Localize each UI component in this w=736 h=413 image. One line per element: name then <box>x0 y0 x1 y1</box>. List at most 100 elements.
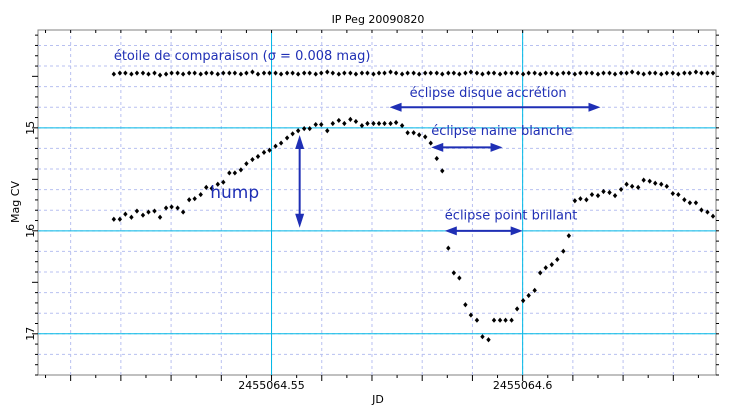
data-point <box>468 69 474 75</box>
data-point <box>313 121 318 128</box>
data-point <box>382 70 387 76</box>
annotations: étoile de comparaison (σ = 0.008 mag) écl… <box>114 49 601 236</box>
data-point <box>538 71 543 77</box>
data-point <box>653 70 658 76</box>
data-point <box>629 69 635 75</box>
data-point <box>215 71 220 77</box>
data-point <box>520 298 526 304</box>
data-point <box>463 70 468 76</box>
data-point <box>186 197 192 203</box>
x-axis-label: JD <box>371 393 384 406</box>
data-point <box>382 120 387 127</box>
data-point <box>244 70 249 76</box>
data-point <box>607 70 612 76</box>
data-point <box>244 161 249 167</box>
data-point <box>635 184 641 190</box>
data-point <box>353 71 359 77</box>
x-tick-label: 2455064.55 <box>238 379 304 392</box>
data-point <box>647 178 652 184</box>
data-point <box>451 70 457 76</box>
annotation-arrowhead <box>389 102 402 112</box>
data-point <box>491 317 497 323</box>
data-point <box>440 168 445 174</box>
data-point <box>180 209 186 215</box>
data-point <box>169 70 174 76</box>
data-point <box>399 71 405 77</box>
data-point <box>578 196 583 202</box>
data-point <box>486 337 491 343</box>
data-point <box>641 71 646 77</box>
plot-area <box>37 29 717 376</box>
annotation-arrowhead <box>510 226 523 236</box>
data-point <box>693 200 699 206</box>
data-point <box>434 155 439 162</box>
data-point <box>659 71 664 77</box>
data-point <box>221 179 226 185</box>
annotation-arrowhead <box>588 102 601 112</box>
data-point <box>653 180 658 186</box>
data-point <box>543 70 548 76</box>
data-point <box>682 70 687 76</box>
data-point <box>348 70 353 76</box>
data-point <box>376 70 382 76</box>
data-point <box>434 70 439 76</box>
data-point <box>659 181 664 187</box>
data-point <box>428 140 433 146</box>
data-point <box>301 70 307 76</box>
data-point <box>157 214 163 220</box>
data-point <box>532 70 537 76</box>
data-point <box>538 270 543 276</box>
data-point <box>416 132 422 138</box>
data-point <box>624 181 629 187</box>
data-point <box>157 72 163 78</box>
data-point <box>532 287 537 293</box>
data-point <box>446 70 451 76</box>
data-point <box>457 71 462 77</box>
data-point <box>411 70 416 76</box>
data-point <box>664 183 669 189</box>
data-point <box>295 128 301 134</box>
data-point <box>699 70 704 76</box>
data-point <box>232 70 238 76</box>
annotation-arrowhead <box>431 142 444 152</box>
data-point <box>342 120 347 127</box>
data-point <box>635 70 641 76</box>
data-point <box>284 70 290 76</box>
data-point <box>111 216 117 222</box>
data-point <box>295 71 301 77</box>
data-point <box>169 204 174 210</box>
tick-labels: 2455064.55 2455064.6 15 16 17 <box>24 121 552 392</box>
data-point <box>186 70 192 76</box>
data-point <box>175 70 180 76</box>
data-point <box>198 71 203 77</box>
data-point <box>526 70 531 76</box>
data-point <box>290 131 295 137</box>
data-point <box>393 70 399 76</box>
data-point <box>497 317 503 323</box>
data-point <box>497 71 503 77</box>
data-point <box>624 70 629 76</box>
data-point <box>146 209 151 215</box>
data-point <box>134 208 140 214</box>
data-point <box>480 334 485 340</box>
data-point <box>629 183 635 189</box>
chart-title: IP Peg 20090820 <box>332 13 425 26</box>
data-point <box>601 188 606 195</box>
data-point <box>664 70 669 76</box>
data-point <box>388 69 393 75</box>
data-point <box>123 70 128 76</box>
data-point <box>232 170 238 176</box>
data-point <box>278 140 284 146</box>
data-point <box>134 70 140 76</box>
annotation-arrowhead <box>490 142 503 152</box>
data-point <box>699 207 704 213</box>
data-point <box>480 71 485 77</box>
annotation-label: étoile de comparaison (σ = 0.008 mag) <box>114 49 371 64</box>
data-point <box>204 70 209 76</box>
data-point <box>618 70 624 76</box>
data-point <box>325 128 330 134</box>
data-point <box>227 70 232 76</box>
data-point <box>273 70 278 76</box>
data-point <box>509 317 514 323</box>
